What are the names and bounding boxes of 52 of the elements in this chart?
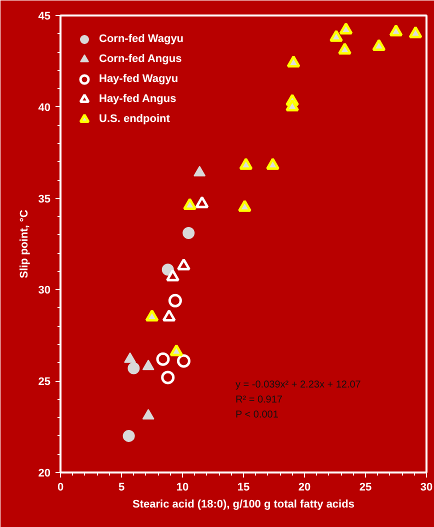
point: [128, 362, 140, 374]
point: [145, 310, 159, 322]
annotation: R² = 0.917: [236, 394, 283, 406]
point: [389, 24, 403, 36]
y-tick-label: 20: [38, 468, 51, 480]
x-tick-label: 30: [420, 482, 433, 494]
point: [329, 30, 343, 42]
point: [182, 227, 195, 240]
point: [238, 200, 252, 212]
point: [266, 158, 280, 170]
point: [195, 196, 209, 208]
y-tick-label: 45: [38, 10, 51, 22]
point: [338, 42, 352, 55]
y-tick-label: 30: [38, 284, 51, 297]
point: [142, 408, 154, 420]
point: [162, 310, 176, 322]
point: [176, 258, 190, 270]
point: [408, 26, 422, 38]
point: [339, 22, 353, 35]
point: [166, 269, 180, 282]
point: [142, 360, 154, 370]
y-tick-label: 40: [38, 102, 51, 114]
point: [372, 38, 386, 51]
point: [161, 370, 175, 384]
annotation: P < 0.001: [236, 410, 279, 420]
point: [286, 99, 300, 112]
point: [122, 430, 135, 442]
y-tick-label: 35: [38, 193, 51, 206]
legend-label: Hay-fed Wagyu: [99, 73, 178, 85]
x-tick-label: 5: [118, 482, 125, 494]
point: [286, 55, 300, 68]
point: [176, 354, 190, 368]
legend-label: U.S. endpoint: [99, 113, 170, 125]
x-tick-label: 25: [359, 482, 372, 494]
x-tick-label: 20: [298, 482, 311, 494]
point: [194, 166, 206, 176]
point: [239, 158, 253, 170]
legend-label: Corn-fed Wagyu: [99, 33, 184, 45]
point: [124, 352, 136, 363]
x-tick-label: 15: [237, 482, 250, 494]
y-tick-label: 25: [38, 376, 51, 388]
legend-label: Hay-fed Angus: [99, 93, 176, 105]
point: [168, 294, 182, 308]
x-tick-label: 10: [176, 482, 189, 494]
y-axis-title: Slip point, °C: [18, 210, 30, 278]
point: [156, 352, 170, 366]
point: [170, 344, 184, 356]
point: [183, 198, 197, 210]
x-tick-label: 0: [57, 482, 64, 494]
annotation: y = -0.039x² + 2.23x + 12.07: [236, 380, 362, 390]
x-axis-title: Stearic acid (18:0), g/100 g total fatty acids: [132, 498, 354, 510]
legend-label: Corn-fed Angus: [99, 53, 182, 65]
